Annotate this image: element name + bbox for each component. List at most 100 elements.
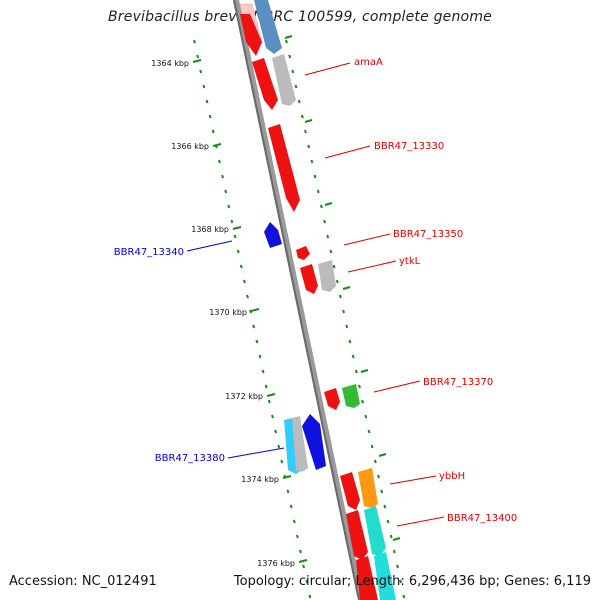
tick-guide-dot — [299, 549, 302, 554]
label-ybbH[interactable]: ybbH — [439, 471, 465, 482]
tick-guide-dot — [208, 114, 212, 119]
tick-guide-dot — [373, 459, 377, 464]
label-BBR47-13340[interactable]: BBR47_13340 — [114, 247, 184, 258]
tick-guide-dot — [389, 534, 393, 539]
gene-steel[interactable] — [254, 0, 282, 54]
gene-BBR47-13340[interactable] — [264, 222, 282, 248]
gene-cyan-bottom[interactable] — [374, 552, 396, 600]
tick-guide-dot — [316, 189, 320, 194]
tick-guide-dot — [399, 579, 403, 584]
label-BBR47-13330[interactable]: BBR47_13330 — [374, 141, 444, 152]
tick-label-1370: 1370 kbp — [209, 308, 247, 317]
tick-guide-dot — [345, 324, 349, 329]
gene-BBR47-13370[interactable] — [324, 388, 340, 410]
gene-ytkL[interactable] — [300, 264, 318, 294]
tick-guide-dot — [358, 384, 361, 389]
tick-guide-dot — [217, 159, 221, 164]
gene-grey-3[interactable] — [292, 416, 308, 472]
gene-red-top[interactable] — [240, 14, 262, 56]
tick-guide-dot — [351, 354, 355, 359]
tick-guide-dot — [267, 399, 271, 404]
tick-guide-dot — [261, 369, 265, 374]
tick-guide-dot — [302, 564, 306, 569]
tick-guide-dot — [383, 504, 387, 509]
gene-BBR47-13350[interactable] — [296, 246, 310, 260]
label-BBR47-13350[interactable]: BBR47_13350 — [393, 229, 463, 240]
tick-guide-dot — [193, 39, 196, 44]
gene-cyan-2[interactable] — [364, 506, 386, 556]
tick-guide-dot — [348, 339, 352, 344]
tick-guide-dot — [361, 399, 365, 404]
tick-guide-dot — [255, 339, 259, 344]
tick-guide-dot — [258, 354, 262, 359]
tick-guides — [193, 39, 406, 599]
tick-guide-dot — [221, 174, 225, 179]
label-BBR47-13370[interactable]: BBR47_13370 — [423, 377, 493, 388]
gene-labels: amaA BBR47_13330 BBR47_13350 ytkL BBR47_… — [114, 57, 517, 524]
gene-amaA[interactable] — [252, 58, 278, 110]
gene-BBR47-13330[interactable] — [268, 124, 300, 212]
tick-guide-dot — [297, 99, 301, 104]
gene-red-bottom[interactable] — [356, 556, 378, 600]
tick-guide-dot — [342, 309, 346, 314]
tick-guide-dot — [367, 429, 371, 434]
tick-label-1372: 1372 kbp — [225, 392, 263, 401]
tick-guide-dot — [338, 294, 342, 299]
right-ticks — [284, 35, 401, 541]
tick-guide-dot — [295, 534, 299, 539]
tick-mark-1368 — [232, 226, 242, 230]
tick-guide-dot — [233, 234, 237, 239]
tick-guide-dot — [242, 279, 246, 284]
tick-guide-dot — [271, 414, 274, 419]
tick-guide-dot — [291, 69, 295, 74]
label-BBR47-13380[interactable]: BBR47_13380 — [155, 453, 225, 464]
label-amaA[interactable]: amaA — [354, 57, 383, 68]
tick-guide-dot — [199, 69, 203, 74]
tick-guide-dot — [308, 594, 312, 599]
gene-grey-2[interactable] — [318, 260, 336, 292]
tick-guide-dot — [305, 579, 309, 584]
label-BBR47-13400[interactable]: BBR47_13400 — [447, 513, 517, 524]
gene-orange[interactable] — [358, 468, 378, 508]
tick-guide-dot — [294, 84, 298, 89]
tick-guide-dot — [323, 219, 327, 224]
tick-mark-1376 — [298, 559, 308, 563]
tick-mark-1374 — [282, 475, 292, 479]
gene-BBR47-13380[interactable] — [302, 414, 326, 470]
tick-label-1366: 1366 kbp — [171, 142, 209, 151]
tick-guide-dot — [264, 384, 268, 389]
tick-guide-dot — [252, 324, 256, 329]
tick-guide-dot — [277, 444, 281, 449]
tick-mark-1372 — [266, 393, 276, 397]
kbp-ticks: 1364 kbp 1366 kbp 1368 kbp 1370 kbp 1372… — [151, 59, 308, 568]
accession-text: Accession: NC_012491 — [9, 574, 157, 589]
tick-guide-dot — [285, 39, 288, 44]
backbone-strand — [233, 0, 364, 600]
gene-grey-1[interactable] — [272, 54, 296, 106]
tick-guide-dot — [230, 219, 234, 224]
tick-guide-dot — [239, 264, 243, 269]
label-leaders — [186, 62, 445, 527]
tick-guide-dot — [286, 489, 290, 494]
tick-guide-dot — [310, 159, 314, 164]
tick-guide-dot — [280, 459, 284, 464]
tick-guide-dot — [202, 84, 206, 89]
tick-guide-dot — [377, 474, 380, 479]
tick-guide-dot — [354, 369, 358, 374]
tick-mark-1366 — [212, 143, 222, 147]
tick-label-1368: 1368 kbp — [191, 225, 229, 234]
tick-guide-dot — [224, 189, 228, 194]
gene-BBR47-13400[interactable] — [346, 510, 368, 560]
tick-guide-dot — [402, 594, 406, 599]
label-ytkL[interactable]: ytkL — [399, 256, 421, 267]
tick-guide-dot — [236, 249, 240, 254]
tick-label-1364: 1364 kbp — [151, 59, 189, 68]
gene-green[interactable] — [342, 384, 360, 408]
tick-guide-dot — [329, 249, 333, 254]
tick-guide-dot — [364, 414, 368, 419]
tick-guide-dot — [313, 174, 317, 179]
tick-guide-dot — [288, 54, 292, 59]
tick-guide-dot — [307, 144, 311, 149]
tick-guide-dot — [249, 309, 253, 314]
gene-ybbH[interactable] — [340, 472, 360, 510]
